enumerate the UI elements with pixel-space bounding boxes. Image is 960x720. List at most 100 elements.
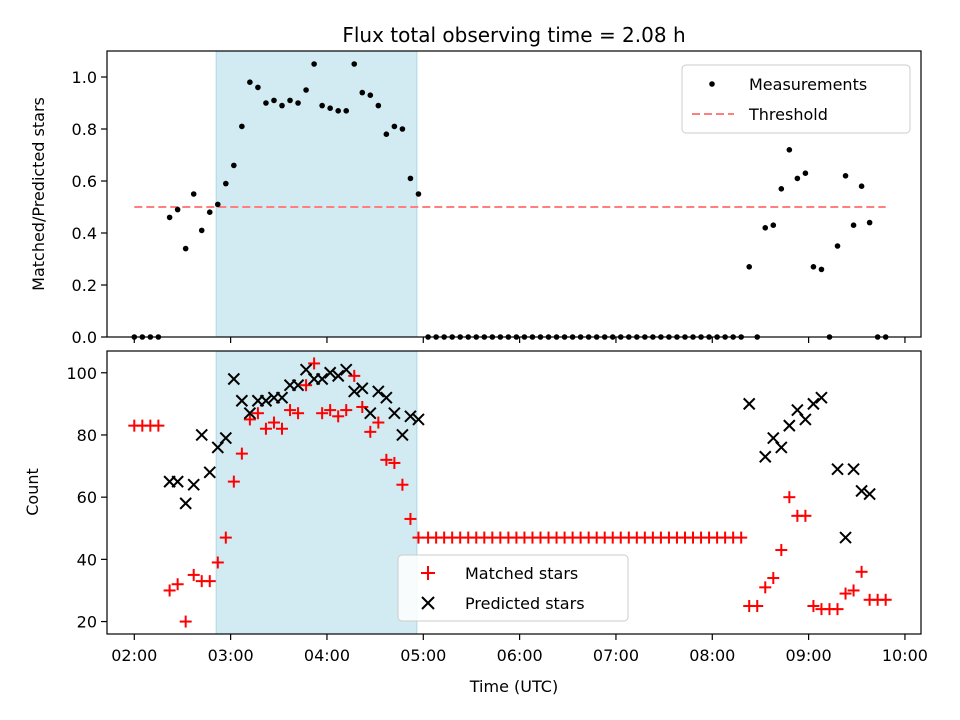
measurement-point [166,214,173,221]
measurement-point [834,243,841,249]
predicted-star-point [315,372,329,386]
predicted-star-point [171,475,184,488]
legend-marker-measurements [709,81,715,87]
measurement-point [762,225,769,231]
measurement-point [271,97,277,104]
legend-label-matched: Matched stars [465,564,578,583]
y-tick-label: 0.4 [72,224,97,243]
bottom-legend: Matched stars Predicted stars [397,554,629,622]
top-axes-frame [106,50,922,338]
predicted-star-point [396,428,409,442]
matched-star-point [187,568,200,581]
y-tick-label: 0.8 [72,120,97,139]
predicted-star-point [372,385,385,398]
matched-star-point [163,584,176,597]
matched-star-point [332,410,345,423]
measurement-point [263,100,269,106]
legend-label-predicted: Predicted stars [465,594,585,613]
measurement-point [802,170,809,176]
top-xticks [133,337,906,343]
top-shaded-interval [215,50,418,338]
matched-star-point [292,407,305,420]
measurement-point [295,100,301,106]
predicted-star-point [799,413,812,426]
matched-star-point [751,600,764,613]
x-tick-label: 07:00 [593,646,639,665]
matched-star-point [767,572,780,585]
measurement-point [383,131,390,137]
predicted-star-point [323,366,337,379]
y-tick-label: 80 [77,426,97,445]
measurement-point [415,191,422,197]
matched-star-point [855,565,868,578]
matched-star-point [735,531,748,544]
predicted-star-point [227,372,241,386]
bottom-xticks: 02:00 03:00 04:00 05:00 06:00 07:00 08:00 09:00… [111,634,928,665]
measurement-point [794,175,801,182]
matched-star-point [799,509,812,522]
x-tick-label: 10:00 [882,646,928,665]
measurement-point [866,219,873,226]
predicted-star-point [179,497,192,510]
measurement-point [367,92,374,98]
y-tick-label: 0.2 [72,276,97,295]
measurement-point [359,89,366,96]
y-tick-label: 100 [66,364,97,383]
measurement-point [247,79,253,85]
top-legend: Measurements Threshold [681,64,911,134]
x-tick-label: 08:00 [689,646,735,665]
measurement-point [351,61,358,67]
bottom-y-axis-label: Count [23,468,42,516]
matched-star-point [267,416,280,429]
matched-star-point [316,407,329,420]
predicted-star-point [815,391,828,404]
measurement-point [279,102,285,109]
x-tick-label: 04:00 [304,646,350,665]
matched-star-point [340,404,353,417]
predicted-star-point [243,406,257,420]
matched-star-point [356,400,369,413]
matched-star-point [759,581,772,594]
measurement-point [375,102,382,109]
predicted-star-point [187,478,200,491]
bottom-shaded-interval [215,350,418,635]
predicted-star-point [380,391,393,404]
predicted-star-point [831,462,844,476]
x-tick-label: 06:00 [497,646,543,665]
matched-star-point [879,593,892,606]
bottom-yticks: 20 40 60 80 100 [66,364,107,632]
top-yticks: 0.0 0.2 0.4 0.6 0.8 1.0 [72,68,107,347]
predicted-star-point [340,363,353,376]
predicted-star-point [348,385,361,398]
predicted-star-point [356,382,369,395]
matched-star-point [380,453,393,466]
legend-label-measurements: Measurements [749,75,867,94]
predicted-star-point [863,487,876,501]
measurement-point [206,209,213,215]
measurement-point [842,173,849,179]
matched-star-point [227,475,240,488]
bottom-panel: 20 40 60 80 100 02:00 03:00 04:00 05:00 06:00 07:… [23,350,928,696]
matched-star-point [324,404,337,417]
x-axis-label: Time (UTC) [469,677,558,696]
measurement-point [327,105,333,111]
predicted-star-point [775,441,788,454]
measurement-point [407,175,414,182]
matched-star-point [179,615,192,628]
predicted-star-point [759,450,772,463]
matched-star-point [404,512,417,525]
predicted-star-point [331,369,345,383]
predicted-star-point [412,413,425,426]
bottom-matched-layer [128,357,892,628]
x-tick-label: 02:00 [111,646,157,665]
measurement-point [214,201,221,208]
measurement-point [303,87,309,93]
matched-star-point [308,357,321,370]
y-tick-label: 0.0 [72,328,97,347]
legend-marker-matched [421,566,435,580]
measurement-point [223,180,229,187]
top-y-axis-label: Matched/Predicted stars [29,97,48,291]
measurement-point [850,222,857,228]
matched-star-point [831,603,844,616]
